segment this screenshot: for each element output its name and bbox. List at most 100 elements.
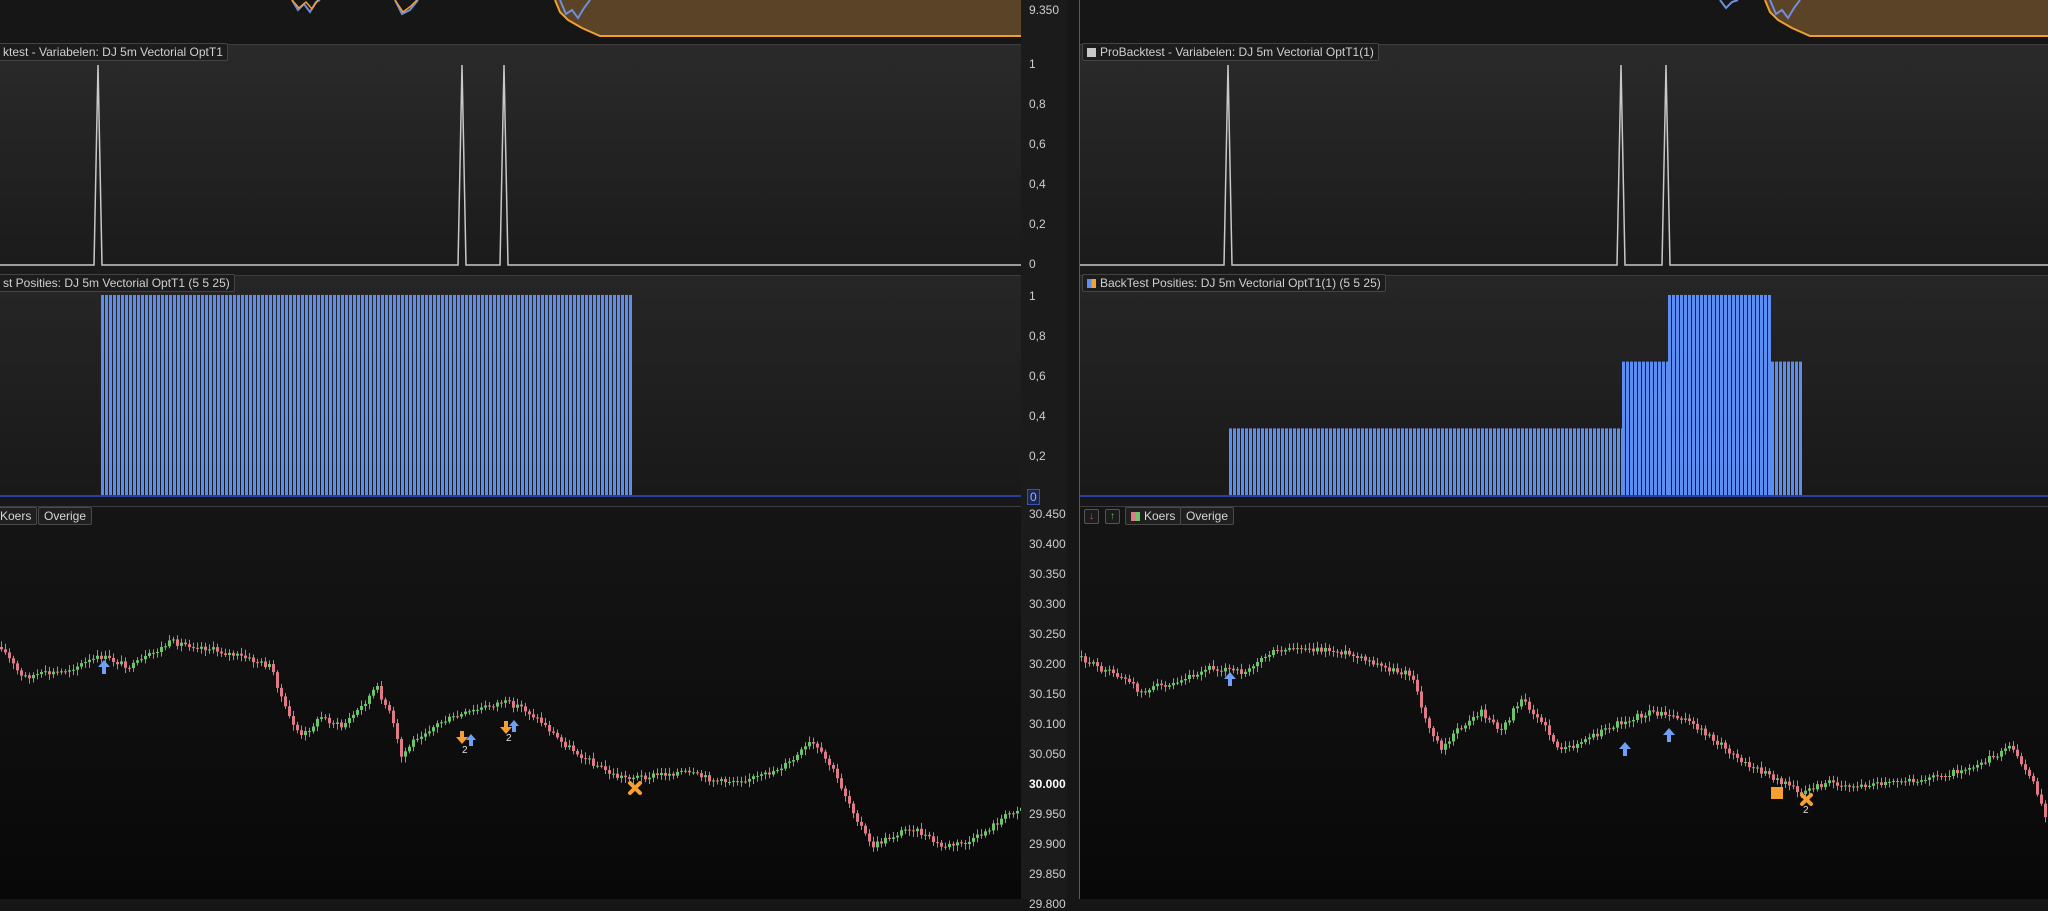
candle-body	[1776, 778, 1779, 780]
right-overige-button[interactable]: Overige	[1180, 507, 1235, 525]
position-bar	[289, 295, 292, 495]
position-bar	[105, 295, 108, 495]
position-bar	[1357, 428, 1360, 495]
candle-body	[308, 731, 311, 733]
candle-body	[28, 675, 31, 679]
candle-body	[80, 663, 83, 667]
position-bar	[1273, 428, 1276, 495]
candle-body	[688, 770, 691, 773]
candle-body	[556, 732, 559, 738]
right-variables-label[interactable]: ProBacktest - Variabelen: DJ 5m Vectoria…	[1082, 43, 1379, 61]
position-bar	[1417, 428, 1420, 495]
position-bar	[1549, 428, 1552, 495]
candle-body	[1016, 810, 1019, 814]
left-positions-label[interactable]: st Posities: DJ 5m Vectorial OptT1 (5 5 …	[0, 274, 235, 292]
candle-body	[2004, 748, 2007, 751]
candle-body	[1644, 715, 1647, 718]
position-bar	[1329, 428, 1332, 495]
candle-body	[176, 639, 179, 646]
candle-body	[1960, 770, 1963, 774]
candle-body	[1880, 782, 1883, 785]
right-variables-chart	[1080, 45, 2048, 275]
candle-body	[240, 653, 243, 656]
candle-body	[416, 738, 419, 740]
candle-body	[476, 709, 479, 711]
position-bar	[113, 295, 116, 495]
arrow-down-icon[interactable]: ↓	[1084, 509, 1099, 524]
position-bar	[625, 295, 628, 495]
left-overige-button[interactable]: Overige	[38, 507, 93, 525]
candle-body	[136, 660, 139, 663]
position-bar	[169, 295, 172, 495]
arrow-up-icon	[509, 720, 519, 732]
candle-body	[832, 765, 835, 769]
position-bar	[573, 295, 576, 495]
position-bar	[1289, 428, 1292, 495]
candle-body	[1608, 728, 1611, 730]
candle-body	[852, 803, 855, 814]
candle-body	[520, 704, 523, 707]
candle-body	[1276, 650, 1279, 652]
position-bar	[345, 295, 348, 495]
price-axis-tick: 29.900	[1029, 837, 1066, 851]
candle-body	[524, 706, 527, 712]
position-bar	[541, 295, 544, 495]
arrow-up-icon	[1224, 672, 1236, 686]
candle-body	[1828, 780, 1831, 784]
position-bar	[1413, 428, 1416, 495]
position-bar	[221, 295, 224, 495]
position-bar	[1553, 428, 1556, 495]
candle-body	[964, 843, 967, 845]
candle-body	[1716, 740, 1719, 745]
candle-body	[584, 758, 587, 760]
candle-body	[872, 841, 875, 848]
arrow-up-icon[interactable]: ↑	[1105, 509, 1120, 524]
candle-body	[204, 646, 207, 651]
position-bar	[1369, 428, 1372, 495]
position-bar	[285, 295, 288, 495]
position-bar	[1241, 428, 1244, 495]
right-positions-label[interactable]: BackTest Posities: DJ 5m Vectorial OptT1…	[1082, 274, 1386, 292]
candle-body	[888, 837, 891, 839]
candle-body	[1172, 683, 1175, 686]
position-bar	[421, 295, 424, 495]
candle-body	[1420, 691, 1423, 708]
left-koers-button[interactable]: Koers	[0, 507, 38, 525]
position-bar	[1321, 428, 1324, 495]
candle-body	[616, 773, 619, 778]
candle-body	[0, 647, 3, 650]
candle-body	[1548, 725, 1551, 736]
position-bar	[593, 295, 596, 495]
candle-body	[740, 781, 743, 783]
position-bar	[173, 295, 176, 495]
position-bar	[1269, 428, 1272, 495]
candle-body	[1524, 699, 1527, 702]
candle-body	[280, 687, 283, 697]
candle-body	[1116, 673, 1119, 677]
candle-body	[1092, 662, 1095, 664]
position-bar	[1509, 428, 1512, 495]
candle-body	[1200, 671, 1203, 675]
candle-body	[408, 746, 411, 752]
position-bar	[337, 295, 340, 495]
left-price-axis[interactable]: 9.350 1 0,8 0,6 0,4 0,2 0 1 0,8 0,6 0,4 …	[1021, 0, 1067, 911]
candle-body	[1600, 729, 1603, 737]
candle-body	[1144, 691, 1147, 693]
arrow-down-icon	[456, 731, 468, 744]
chart-divider[interactable]	[1079, 0, 1080, 899]
candle-body	[392, 710, 395, 724]
candle-body	[992, 823, 995, 831]
candle-body	[588, 758, 591, 760]
position-bar	[1281, 428, 1284, 495]
candle-body	[2040, 794, 2043, 804]
candle-body	[1824, 783, 1827, 788]
position-bar	[1646, 361, 1649, 495]
position-bar	[361, 295, 364, 495]
position-bar	[441, 295, 444, 495]
left-variables-label[interactable]: ktest - Variabelen: DJ 5m Vectorial OptT…	[0, 43, 228, 61]
candle-body	[1980, 762, 1983, 765]
position-bar	[1393, 428, 1396, 495]
position-bar	[317, 295, 320, 495]
candle-body	[316, 718, 319, 727]
candle-body	[724, 779, 727, 783]
